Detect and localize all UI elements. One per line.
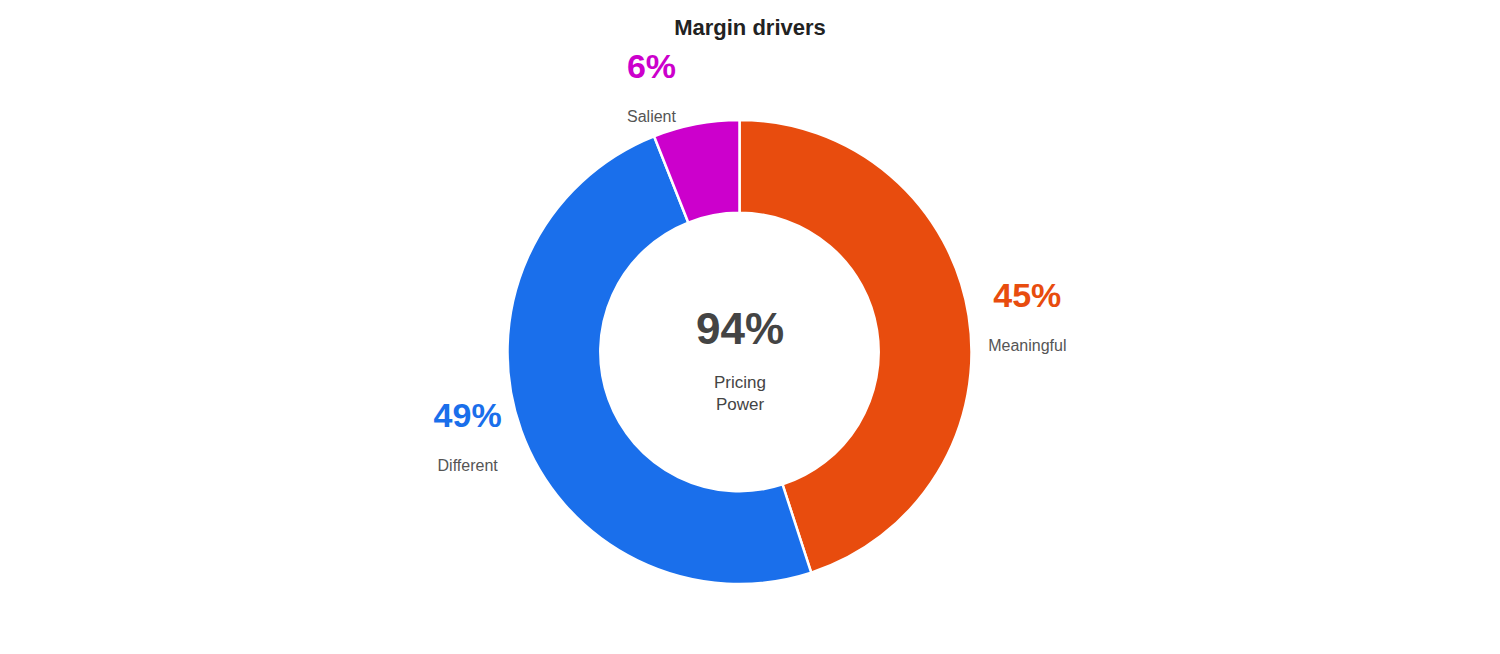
svg-text:49%Different: 49%Different	[434, 396, 502, 474]
svg-text:Margin drivers: Margin drivers	[674, 15, 826, 40]
svg-text:94%: 94%	[696, 304, 784, 353]
svg-text:6%Salient: 6%Salient	[627, 47, 677, 125]
svg-text:45%Meaningful: 45%Meaningful	[988, 276, 1066, 354]
svg-text:PricingPower: PricingPower	[714, 373, 766, 414]
